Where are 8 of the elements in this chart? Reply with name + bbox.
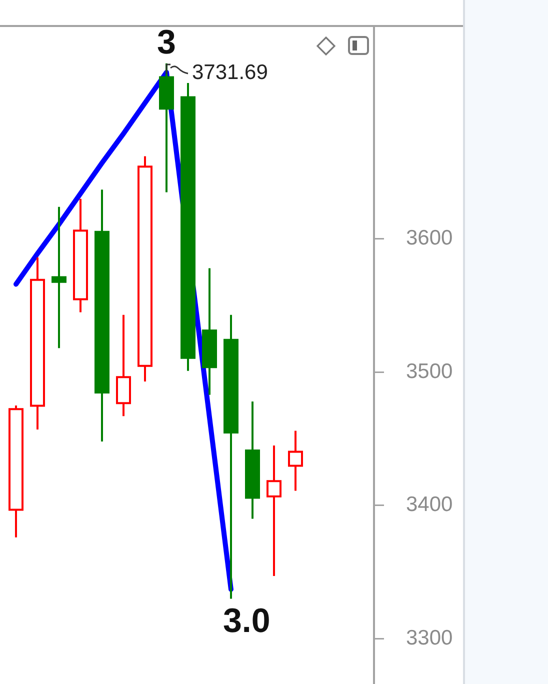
candlestick [51, 206, 66, 348]
annotation: 3 [157, 24, 176, 62]
y-tick-label: 3300 [406, 626, 453, 650]
y-tick-label: 3600 [406, 226, 453, 250]
y-tick-label: 3400 [406, 493, 453, 516]
annotation: 3.0 [223, 602, 270, 640]
text: 3731.69 [192, 61, 268, 84]
y-tick-label: 3500 [406, 360, 453, 383]
